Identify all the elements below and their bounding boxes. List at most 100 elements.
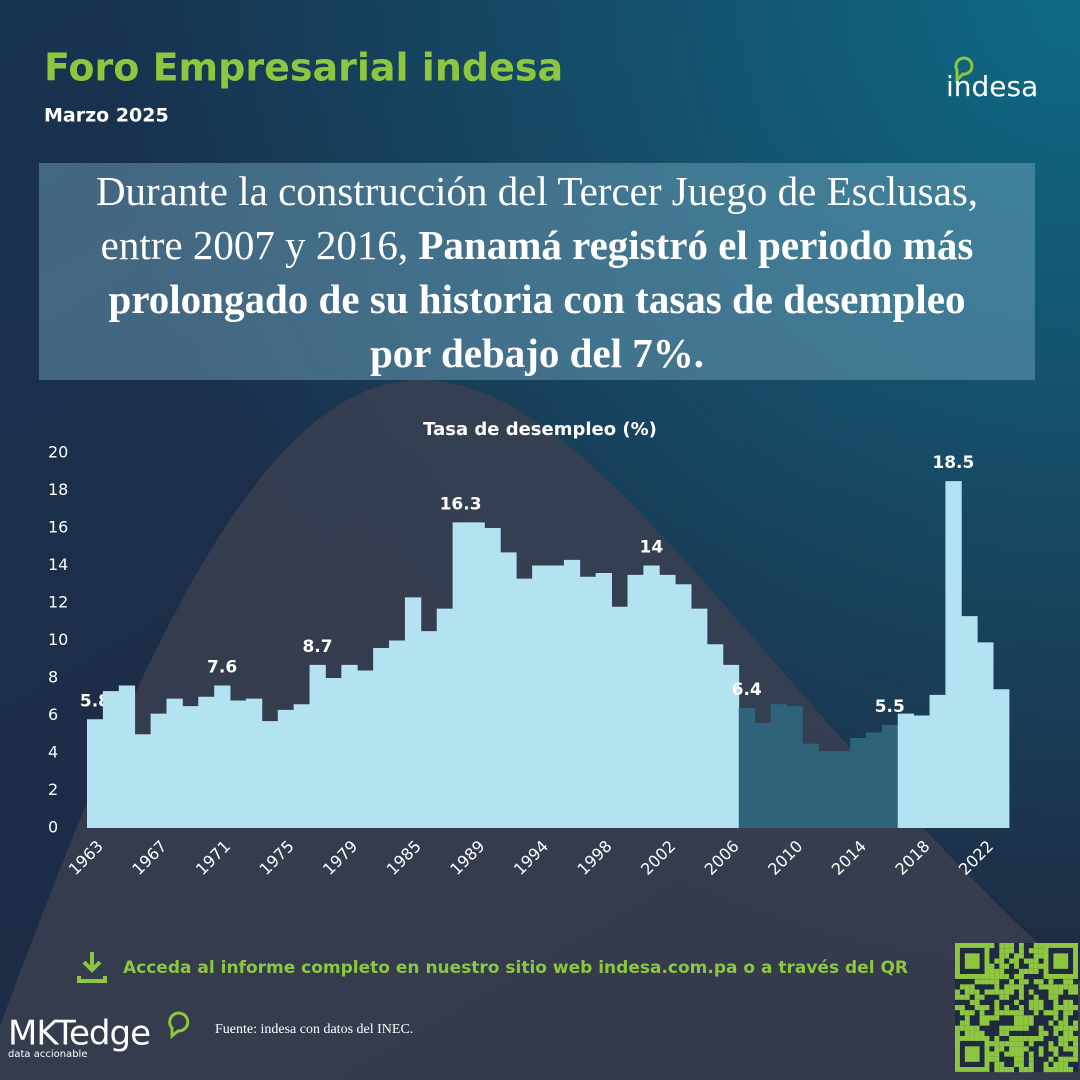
y-tick-label: 14: [48, 555, 68, 574]
qr-cell: [989, 1051, 995, 1057]
qr-finder-core: [1053, 953, 1069, 969]
qr-cell: [1068, 989, 1074, 995]
title: Foro Empresarial indesa: [44, 46, 563, 90]
bar: [691, 608, 708, 828]
qr-cell: [1028, 963, 1034, 969]
qr-cell: [1048, 994, 1054, 1000]
qr-cell: [989, 943, 995, 949]
qr-cell: [1014, 999, 1019, 1005]
qr-cell: [1018, 1010, 1024, 1016]
qr-cell: [964, 989, 970, 995]
bar: [357, 670, 374, 828]
bar: [786, 706, 803, 828]
bar: [420, 631, 438, 828]
qr-cell: [1043, 1066, 1049, 1073]
bar: [373, 648, 390, 828]
bar: [468, 522, 485, 828]
bar: [532, 565, 549, 828]
qr-cell: [979, 1030, 985, 1036]
qr-cell: [1028, 1051, 1034, 1057]
qr-cell: [964, 994, 970, 1000]
qr-cell: [1033, 953, 1039, 959]
bar: [245, 698, 263, 828]
qr-cell: [1038, 953, 1044, 959]
qr-cell: [1023, 1025, 1029, 1031]
qr-cell: [1038, 963, 1044, 969]
qr-cell: [964, 1030, 970, 1036]
headline-regular: Durante la construcción del Tercer Juego…: [95, 167, 979, 268]
qr-cell: [1058, 1020, 1064, 1026]
qr-cell: [1009, 984, 1015, 990]
bar: [818, 751, 835, 828]
qr-cell: [979, 1020, 985, 1026]
qr-cell: [1028, 948, 1034, 954]
value-label: 5.5: [875, 697, 905, 717]
qr-cell: [955, 1030, 960, 1036]
qr-cell: [994, 1015, 1000, 1021]
qr-cell: [1018, 1004, 1024, 1011]
qr-cell: [1028, 1056, 1034, 1062]
y-tick-label: 12: [48, 593, 68, 612]
bar: [611, 606, 628, 828]
qr-cell: [1063, 1056, 1069, 1062]
qr-cell: [999, 1066, 1005, 1073]
qr-cell: [1018, 943, 1024, 949]
qr-cell: [1009, 948, 1015, 954]
qr-cell: [1023, 979, 1029, 985]
qr-cell: [955, 1025, 960, 1031]
qr-cell: [1004, 1004, 1010, 1011]
qr-cell: [999, 1046, 1005, 1052]
qr-cell: [1004, 984, 1010, 990]
bar: [198, 696, 215, 828]
qr-cell: [999, 943, 1005, 949]
qr-cell: [1028, 1004, 1034, 1011]
qr-cell: [1033, 999, 1039, 1005]
qr-cell: [959, 994, 965, 1000]
qr-cell: [1053, 1061, 1059, 1067]
value-label: 7.6: [207, 658, 237, 678]
bar: [341, 664, 358, 828]
brand: MKTedge: [8, 1014, 150, 1054]
qr-cell: [979, 1004, 985, 1011]
qr-cell: [1048, 979, 1054, 985]
qr-cell: [1033, 1035, 1039, 1042]
qr-cell: [984, 979, 990, 985]
qr-cell: [994, 1056, 1000, 1062]
qr-cell: [974, 1030, 980, 1036]
qr-cell: [994, 1066, 1000, 1073]
y-tick-label: 16: [48, 518, 68, 537]
qr-cell: [1073, 1051, 1078, 1057]
qr-cell: [1014, 1020, 1019, 1026]
bar: [627, 574, 644, 828]
bar: [881, 724, 899, 828]
qr-cell: [1048, 1046, 1054, 1052]
qr-cell: [979, 1015, 985, 1021]
qr-cell: [994, 973, 1000, 980]
qr-finder-core: [964, 953, 980, 969]
cta: Acceda al informe completo en nuestro si…: [123, 958, 908, 978]
qr-cell: [1023, 1066, 1029, 1073]
y-tick-label: 20: [48, 443, 68, 462]
qr-cell: [1068, 1004, 1074, 1011]
qr-cell: [1063, 999, 1069, 1005]
qr-cell: [1014, 1061, 1019, 1067]
qr-cell: [1018, 1061, 1024, 1067]
qr-cell: [969, 984, 975, 990]
bar: [770, 704, 787, 828]
qr-cell: [999, 1010, 1005, 1016]
qr-cell: [989, 989, 995, 995]
bar: [389, 640, 406, 828]
qr-cell: [1018, 1041, 1024, 1047]
value-label: 18.5: [932, 453, 974, 473]
qr-cell: [969, 1010, 975, 1016]
bar: [563, 559, 581, 828]
qr-cell: [1038, 1025, 1044, 1031]
qr-cell: [1023, 1015, 1029, 1021]
qr-cell: [1053, 1004, 1059, 1011]
qr-cell: [1004, 1025, 1010, 1031]
qr-cell: [1038, 999, 1044, 1005]
qr-cell: [1063, 1010, 1069, 1016]
qr-cell: [1018, 984, 1024, 990]
qr-cell: [964, 1010, 970, 1016]
qr-cell: [1073, 1004, 1078, 1011]
